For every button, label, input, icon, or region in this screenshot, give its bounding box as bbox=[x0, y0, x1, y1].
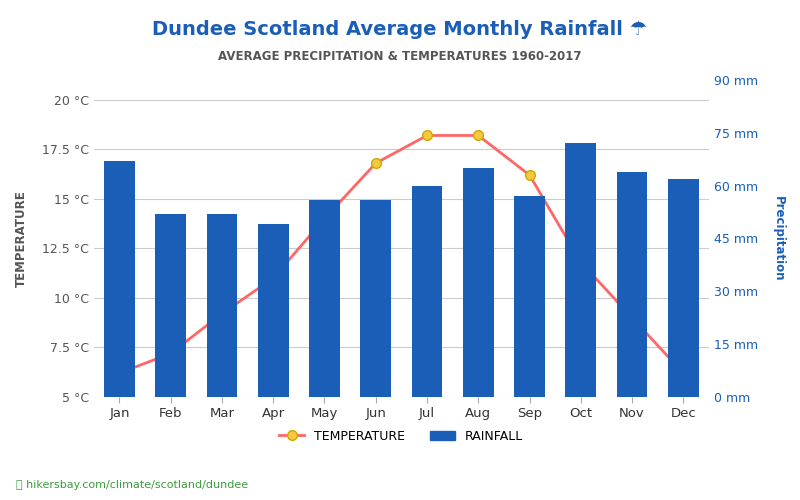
Bar bbox=[514, 196, 545, 397]
Bar bbox=[412, 186, 442, 397]
Bar bbox=[463, 168, 494, 397]
Text: ⬥ hikersbay.com/climate/scotland/dundee: ⬥ hikersbay.com/climate/scotland/dundee bbox=[16, 480, 248, 490]
Y-axis label: Precipitation: Precipitation bbox=[772, 196, 785, 281]
Bar bbox=[668, 178, 698, 397]
Bar bbox=[206, 214, 238, 397]
Text: Dundee Scotland Average Monthly Rainfall ☂: Dundee Scotland Average Monthly Rainfall… bbox=[153, 20, 647, 39]
Bar bbox=[104, 161, 134, 397]
Bar bbox=[258, 224, 289, 397]
Text: AVERAGE PRECIPITATION & TEMPERATURES 1960-2017: AVERAGE PRECIPITATION & TEMPERATURES 196… bbox=[218, 50, 582, 63]
Bar bbox=[155, 214, 186, 397]
Bar bbox=[309, 200, 340, 397]
Bar bbox=[617, 172, 647, 397]
Bar bbox=[566, 144, 596, 397]
Bar bbox=[360, 200, 391, 397]
Legend: TEMPERATURE, RAINFALL: TEMPERATURE, RAINFALL bbox=[274, 425, 529, 448]
Y-axis label: TEMPERATURE: TEMPERATURE bbox=[15, 190, 28, 287]
